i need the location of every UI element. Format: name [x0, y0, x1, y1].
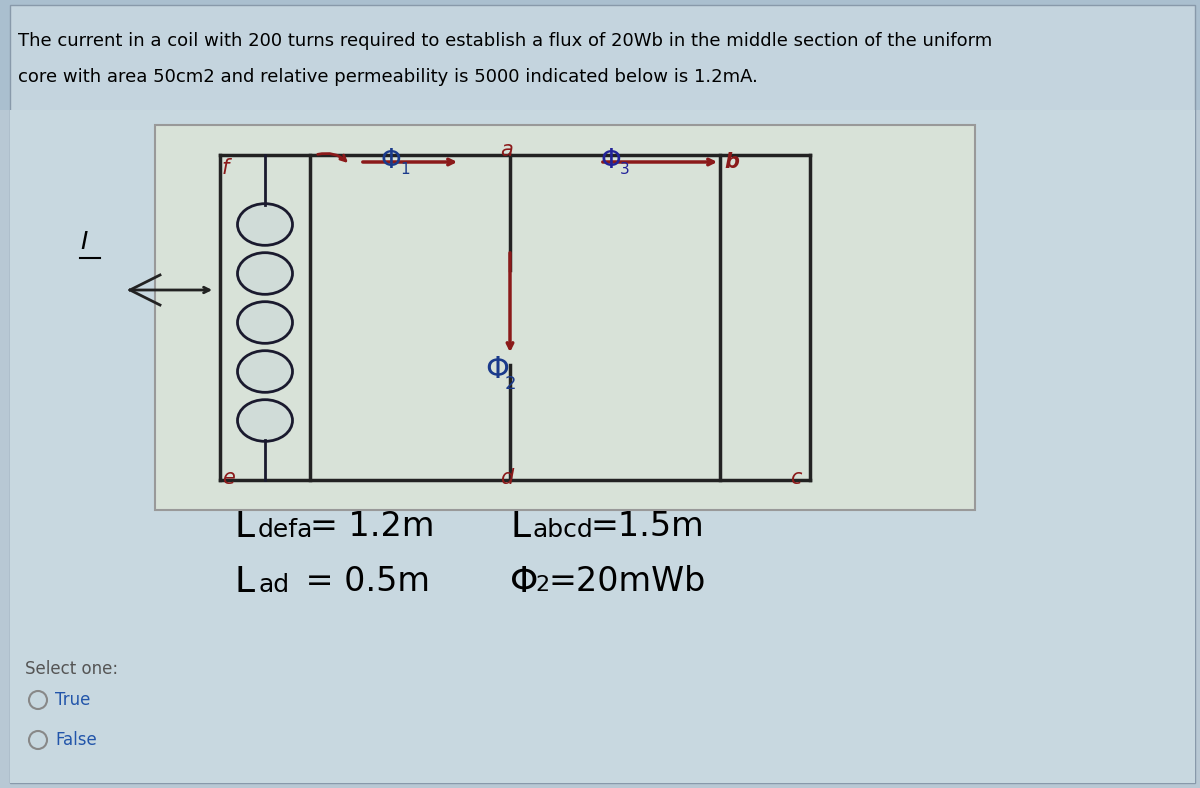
Text: False: False — [55, 731, 97, 749]
Text: a: a — [500, 140, 512, 160]
Bar — [10, 110, 1195, 783]
Ellipse shape — [238, 203, 293, 245]
Text: b: b — [724, 152, 739, 172]
Text: Φ: Φ — [380, 148, 401, 174]
Text: c: c — [790, 468, 802, 488]
Text: abcd: abcd — [533, 518, 594, 542]
Text: 3: 3 — [620, 162, 630, 177]
Text: Φ: Φ — [485, 355, 509, 384]
Text: True: True — [55, 691, 90, 709]
Bar — [0, 0, 1200, 110]
Text: defa: defa — [258, 518, 313, 542]
Ellipse shape — [238, 253, 293, 295]
Text: L: L — [235, 510, 256, 544]
Text: I: I — [80, 230, 88, 254]
Bar — [155, 125, 974, 510]
Text: L: L — [235, 565, 256, 599]
Text: = 1.2m: = 1.2m — [310, 510, 434, 543]
Text: ad: ad — [258, 573, 289, 597]
Text: core with area 50cm2 and relative permeability is 5000 indicated below is 1.2mA.: core with area 50cm2 and relative permea… — [18, 68, 758, 86]
Ellipse shape — [238, 400, 293, 441]
Text: Φ: Φ — [510, 565, 539, 599]
Text: L: L — [510, 510, 530, 544]
Text: e: e — [222, 468, 235, 488]
Text: =20mWb: =20mWb — [548, 565, 706, 598]
Text: = 0.5m: = 0.5m — [295, 565, 430, 598]
Text: =1.5m: =1.5m — [590, 510, 703, 543]
Text: d: d — [500, 468, 514, 488]
Text: 2: 2 — [505, 375, 516, 393]
Text: Select one:: Select one: — [25, 660, 118, 678]
Text: Φ: Φ — [600, 148, 620, 174]
Text: 1: 1 — [400, 162, 409, 177]
Text: f: f — [222, 158, 229, 178]
Ellipse shape — [238, 302, 293, 344]
Ellipse shape — [238, 351, 293, 392]
Text: The current in a coil with 200 turns required to establish a flux of 20Wb in the: The current in a coil with 200 turns req… — [18, 32, 992, 50]
Text: 2: 2 — [535, 575, 550, 595]
